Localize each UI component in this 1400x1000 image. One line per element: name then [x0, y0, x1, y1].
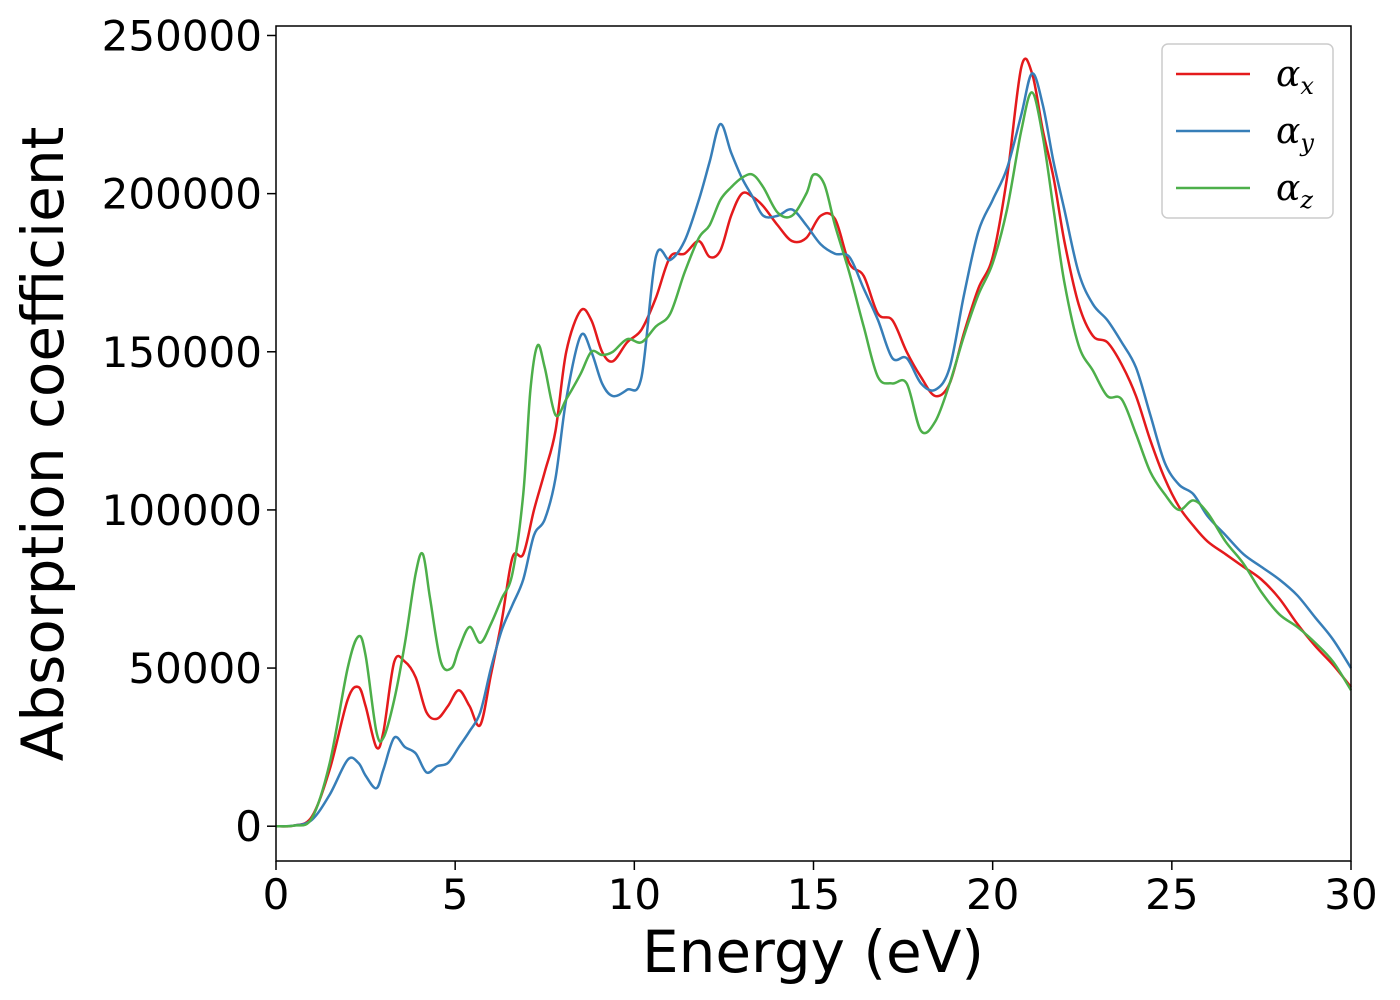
- legend-label-x: αx: [1276, 54, 1314, 100]
- x-tick-label: 10: [608, 870, 661, 919]
- y-axis-label: Absorption coefficient: [9, 127, 77, 762]
- series-line-alpha-y: [275, 72, 1353, 828]
- y-tick-label: 250000: [102, 11, 262, 60]
- legend-label-y: αy: [1276, 111, 1314, 157]
- x-axis-label: Energy (eV): [642, 918, 984, 986]
- y-tick-label: 50000: [128, 644, 262, 693]
- x-tick-label: 0: [263, 870, 290, 919]
- y-tick-label: 100000: [102, 486, 262, 535]
- series-lines: [275, 57, 1353, 828]
- axis-ticks: 0 5 10 15 20 25 30 0 50000 100000 150000 200000 2500…: [102, 11, 1378, 919]
- series-line-alpha-z: [275, 91, 1353, 828]
- y-tick-label: 200000: [102, 170, 262, 219]
- x-tick-label: 25: [1145, 870, 1198, 919]
- x-tick-label: 15: [787, 870, 840, 919]
- plot-frame: [275, 25, 1352, 862]
- y-tick-label: 0: [235, 802, 262, 851]
- legend: αx αy αz: [1161, 43, 1334, 219]
- legend-label-z: αz: [1276, 168, 1313, 214]
- x-tick-label: 30: [1324, 870, 1377, 919]
- y-tick-label: 150000: [102, 328, 262, 377]
- x-tick-label: 20: [966, 870, 1019, 919]
- series-line-alpha-x: [275, 57, 1352, 828]
- x-tick-label: 5: [442, 870, 469, 919]
